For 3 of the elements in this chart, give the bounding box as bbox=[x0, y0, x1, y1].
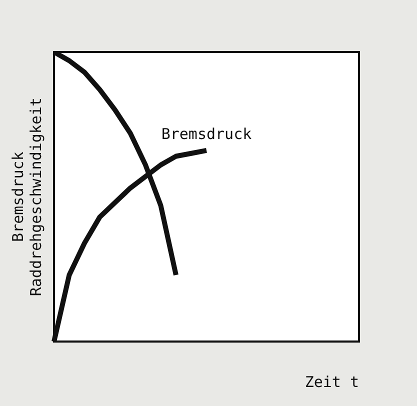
series-label: Bremsdruck bbox=[161, 124, 252, 143]
x-axis-title: Zeit t bbox=[304, 372, 359, 391]
y-axis-title: Bremsdruck Raddrehgeschwindigkeit bbox=[8, 97, 45, 296]
